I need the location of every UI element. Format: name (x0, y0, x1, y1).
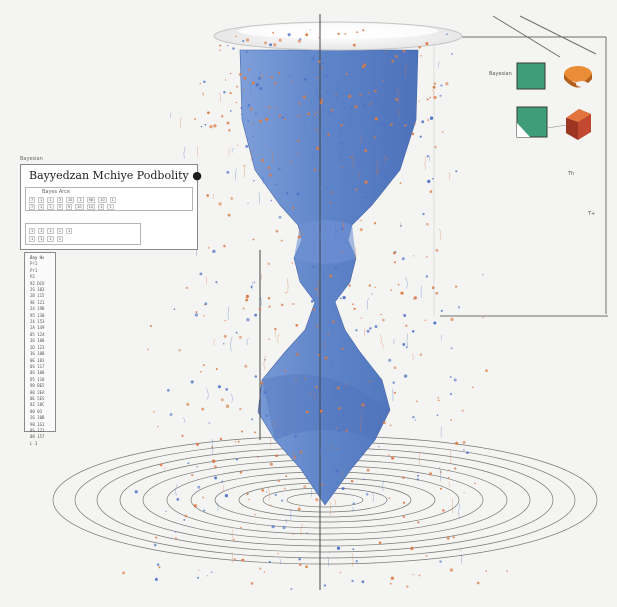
list-item[interactable]: Pr1 (30, 267, 38, 273)
particle-field (122, 29, 509, 591)
list-item[interactable]: D5 110 (30, 376, 45, 382)
control-cell[interactable]: 7 (29, 204, 36, 210)
window-title: Bayyedzan Mchiye Podbolity ● (29, 169, 202, 182)
control-cell[interactable]: 1 (109, 197, 116, 203)
list-item[interactable]: 05 124 (30, 331, 45, 337)
control-cell[interactable]: 1 (65, 228, 73, 234)
list-item[interactable]: P2 (30, 274, 35, 280)
control-cell[interactable]: 1 (47, 204, 54, 210)
list-item[interactable]: 0E 5ES (30, 395, 45, 401)
list-item[interactable]: 92 DCU (30, 280, 45, 286)
list-item[interactable]: L 3 (30, 440, 38, 446)
list-item[interactable]: 36 10B (30, 351, 45, 357)
green-square-icon (516, 62, 546, 90)
control-cell[interactable]: 7 (29, 197, 36, 203)
legend-label: Bayesian (489, 71, 512, 77)
control-cell[interactable]: 3 (56, 197, 63, 203)
right-frame (433, 15, 608, 317)
list-item[interactable]: 9E 121 (30, 299, 45, 305)
list-item[interactable]: 0S 117 (30, 363, 45, 369)
control-cell[interactable]: 9 (65, 204, 73, 210)
list-items: Pr1 Pr1 P2 92 DCU 2S 103 2B 115 9E 121 24 19B 95… (25, 261, 55, 447)
control-cell[interactable]: 10 (86, 204, 96, 210)
control-cell[interactable]: 1 (47, 197, 54, 203)
list-item[interactable]: 98 BE5 (30, 383, 45, 389)
control-cell[interactable]: 1 (77, 197, 84, 203)
control-cell[interactable]: 1 (38, 228, 45, 234)
list-item[interactable]: 26 10B (30, 415, 45, 421)
list-panel: Bay Hs Pr1 Pr1 P2 92 DCU 2S 103 2B 115 9E 121 2… (24, 252, 56, 446)
axis-label: T+ (587, 211, 595, 217)
list-header: Bay Hs (30, 255, 45, 260)
control-cell[interactable]: 1 (47, 228, 54, 234)
control-cell[interactable]: 1 (29, 228, 36, 234)
control-cell[interactable]: 10 (75, 204, 84, 210)
list-item[interactable]: Pr1 (30, 261, 38, 267)
legend-secondary: Th (567, 171, 574, 177)
list-item[interactable]: 8S 121 (30, 427, 45, 433)
list-item[interactable]: 00 03 (30, 408, 43, 414)
list-item[interactable]: 24 153 (30, 319, 45, 325)
list-item[interactable]: 2D 123 (30, 344, 45, 350)
list-item[interactable]: 36 180 (30, 338, 45, 344)
title-panel: Bayyedzan Mchiye Podbolity ● Bayes Arce … (20, 164, 202, 250)
control-cell[interactable]: 1 (38, 197, 45, 203)
orange-drum-icon (564, 66, 592, 88)
control-cell[interactable]: 1 (98, 204, 105, 210)
list-item[interactable]: 08 157 (30, 434, 45, 440)
concentric-rings (52, 435, 598, 565)
control-cell[interactable]: 1 (47, 236, 54, 242)
list-item[interactable]: 90 1G1 (30, 421, 45, 427)
red-cube-icon (566, 109, 591, 140)
control-cell[interactable]: 1 (56, 236, 63, 242)
control-cell[interactable]: 1 (38, 236, 45, 242)
control-cell[interactable]: 10 (98, 197, 107, 203)
control-cell[interactable]: 1 (107, 204, 114, 210)
controls-frame: Bayes Arce 7 1 1 3 10 1 98 10 1 7 1 1 3 9 10 10 1 1 (25, 187, 193, 211)
controls-row-2: 7 1 1 3 9 10 10 1 1 (29, 204, 114, 210)
control-cell[interactable]: 3 (56, 204, 63, 210)
control-cell[interactable]: 1 (56, 228, 63, 234)
list-item[interactable]: 0E 103 (30, 357, 45, 363)
control-cell[interactable]: 1 (29, 236, 36, 242)
controls-header: Bayes Arce (42, 189, 70, 195)
list-item[interactable]: 8Z 18C (30, 402, 45, 408)
control-cell[interactable]: 98 (86, 197, 96, 203)
list-item[interactable]: 24 19B (30, 306, 45, 312)
list-item[interactable]: 2B 115 (30, 293, 45, 299)
list-item[interactable]: 80 2EA (30, 389, 45, 395)
control-cell[interactable]: 10 (65, 197, 75, 203)
list-item[interactable]: 0S 100 (30, 370, 45, 376)
control-cell[interactable]: 1 (38, 204, 45, 210)
list-item[interactable]: 2A 149 (30, 325, 45, 331)
list-item[interactable]: 95 130 (30, 312, 45, 318)
list-item[interactable]: 2S 103 (30, 287, 45, 293)
controls-row-1: 7 1 1 3 10 1 98 10 1 (29, 197, 116, 203)
window-label: Bayesian (20, 156, 43, 162)
